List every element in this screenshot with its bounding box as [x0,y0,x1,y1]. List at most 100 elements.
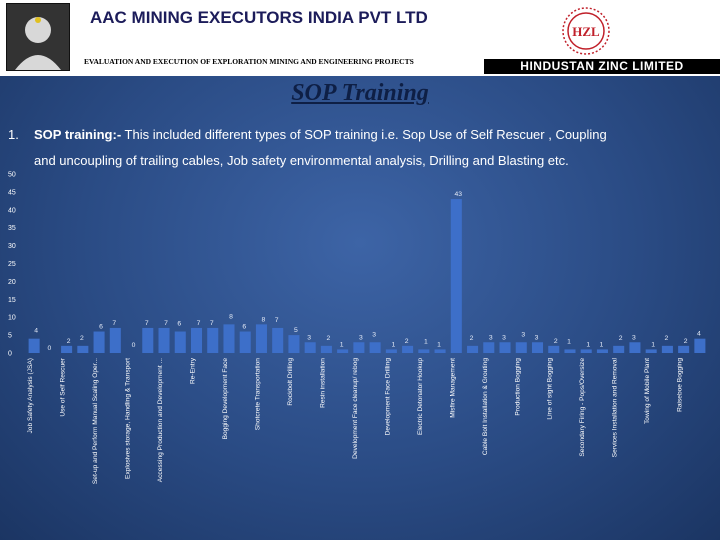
point-text: This included different types of SOP tra… [121,127,607,142]
bar [353,342,365,353]
data-label: 1 [567,338,571,345]
x-category-label: Development Face Drilling [384,358,391,436]
company-subtitle: EVALUATION AND EXECUTION OF EXPLORATION … [84,57,414,66]
data-label: 1 [600,341,604,348]
data-label: 1 [586,341,590,348]
bar [515,342,527,353]
data-label: 2 [665,335,669,342]
data-label: 6 [177,321,181,328]
bar [158,327,170,353]
data-label: 1 [651,341,655,348]
bar [548,345,560,353]
bar [694,338,706,353]
data-label: 2 [80,335,84,342]
bar [223,324,235,353]
bar [174,331,186,353]
bar [661,345,673,353]
bar [109,327,121,353]
data-label: 3 [372,331,376,338]
x-category-label: Electric Detonator Hookup [417,358,424,435]
data-label: 7 [197,320,201,327]
data-label: 7 [112,320,116,327]
slide-description: 1. SOP training:- This included different… [8,122,708,174]
y-tick-label: 5 [8,333,12,340]
data-label: 2 [684,338,688,345]
bar [678,345,690,353]
y-tick-label: 10 [8,315,16,322]
y-axis: 0 5 10 15 20 25 30 35 40 45 50 [8,172,16,358]
bar [93,331,105,353]
x-category-label: Set-up and Perform Manual Scaling Oper..… [92,358,99,484]
point-line-1: 1. SOP training:- This included different… [8,122,708,148]
data-label: 7 [210,320,214,327]
x-category-label: Explosives storage, Handling & Transport [125,358,132,479]
data-label: 2 [554,338,558,345]
bar [320,345,332,353]
bar [239,331,251,353]
y-tick-label: 35 [8,225,16,232]
data-label: 7 [145,320,149,327]
data-label: 5 [294,327,298,334]
bar [207,327,219,353]
data-label: 2 [327,335,331,342]
data-label: 3 [632,334,636,341]
hzl-emblem-icon: HZL [562,7,610,55]
bar [564,349,576,353]
data-label: 2 [470,335,474,342]
bar [629,342,641,353]
x-category-label: Rockbolt Drilling [287,358,294,406]
x-category-label: Use of Self Rescuer [60,357,67,416]
x-category-label: Services Installation and Removal [612,357,619,457]
bar [28,338,40,353]
y-tick-label: 15 [8,297,16,304]
bar [190,327,203,353]
data-label: 1 [391,341,395,348]
y-tick-label: 40 [8,207,16,214]
bar [337,349,349,353]
data-label: 3 [535,334,539,341]
x-category-label: Raiseboe Bogging [677,358,684,412]
client-name: HINDUSTAN ZINC LIMITED [484,59,720,74]
bar [483,342,495,353]
bar [531,342,544,353]
x-category-label: Misfire Management [449,358,456,418]
bar [142,327,154,353]
bar [385,349,397,353]
point-heading: SOP training:- [34,127,122,142]
x-category-label: Shotcrete Transportation [254,358,261,431]
data-label: 0 [132,342,136,349]
data-label: 3 [307,334,311,341]
bar [645,349,657,353]
data-label: 6 [242,324,246,331]
data-label: 4 [697,331,701,338]
company-name: AAC MINING EXECUTORS INDIA PVT LTD [90,8,428,27]
slide-title: SOP Training [291,80,429,106]
bar [467,345,479,353]
data-label: 2 [619,335,623,342]
bar [450,199,462,353]
company-logo [6,3,70,71]
data-label: 4 [34,328,38,335]
client-logo-text: HZL [572,24,600,39]
bar [596,349,608,353]
bar [499,342,511,353]
data-label: 8 [229,313,233,320]
bar [369,342,381,353]
y-tick-label: 20 [8,279,16,286]
y-tick-label: 45 [8,189,16,196]
x-category-label: Production Bogging [514,358,521,416]
bar [418,349,430,353]
data-label: 1 [340,341,344,348]
data-label: 2 [405,338,409,345]
data-label: 0 [47,345,51,352]
data-label: 6 [99,324,103,331]
data-label: 43 [455,191,463,198]
bar [272,327,284,353]
bar [304,342,316,353]
x-category-label: Resin installation [319,358,326,408]
bar [288,335,300,353]
bar [580,349,592,353]
y-tick-label: 0 [8,351,12,358]
